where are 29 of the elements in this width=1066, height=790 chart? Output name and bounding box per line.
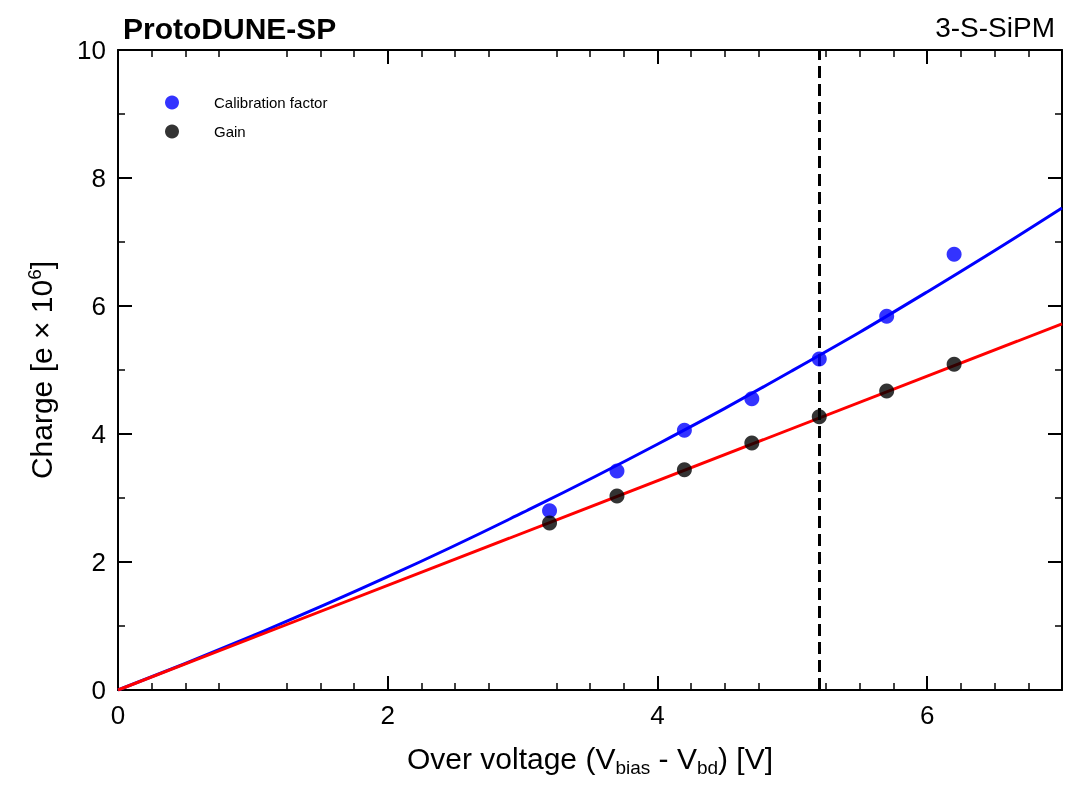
point [542,503,558,519]
chart-title: ProtoDUNE-SP [123,11,337,45]
point [811,351,827,367]
point [879,308,895,324]
y-tick-label: 2 [91,547,106,577]
point [744,391,760,407]
point [542,515,558,531]
chart-subtitle: 3-S-SiPM [935,11,1055,43]
y-tick-label: 8 [91,163,106,193]
x-tick-label: 4 [650,700,665,730]
point [609,463,625,479]
x-tick-label: 0 [110,700,126,730]
y-tick-label: 6 [91,291,106,321]
x-tick-label: 6 [919,700,935,730]
x-tick-label: 2 [380,700,395,730]
point [676,462,692,478]
point [609,488,625,504]
point [879,383,895,399]
point [946,356,962,372]
y-tick-label: 10 [77,35,106,65]
point [676,422,692,438]
legend-label: Calibration factor [214,94,328,111]
point [946,246,962,262]
y-axis-title: Charge [e × 106] [24,260,58,480]
point [811,409,827,425]
y-tick-label: 4 [91,419,106,449]
point [744,435,760,451]
legend-label: Gain [214,123,246,140]
y-tick-label: 0 [91,675,106,705]
